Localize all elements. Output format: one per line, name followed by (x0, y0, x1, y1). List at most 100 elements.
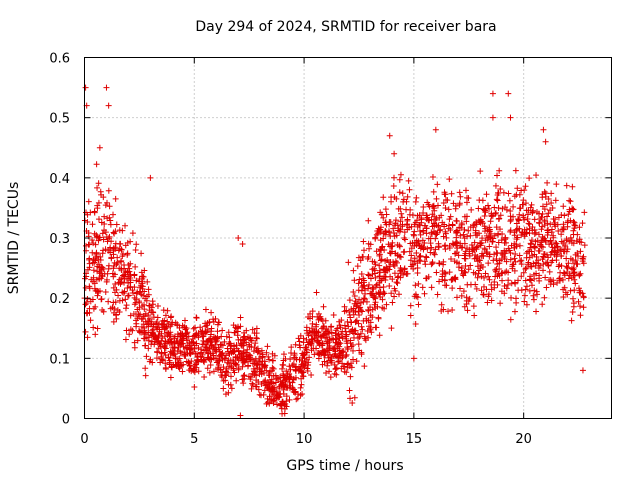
data-point (377, 267, 384, 274)
data-point (174, 348, 181, 355)
data-point (539, 244, 546, 251)
data-point (480, 291, 487, 298)
data-point (255, 379, 262, 386)
data-point (446, 176, 453, 183)
data-point (378, 256, 385, 263)
data-point (120, 272, 127, 279)
data-point (187, 362, 194, 369)
data-point (387, 263, 394, 270)
data-point (369, 290, 376, 297)
data-point (572, 280, 579, 287)
data-point (552, 197, 559, 204)
data-point (372, 299, 379, 306)
data-point (134, 289, 141, 296)
data-point (201, 374, 208, 381)
data-point (427, 235, 434, 242)
data-point (498, 288, 505, 295)
data-point (223, 333, 230, 340)
data-point (95, 180, 102, 187)
data-point (539, 256, 546, 263)
data-point (383, 211, 390, 218)
data-point (477, 168, 484, 175)
data-point (505, 277, 512, 284)
data-point (218, 333, 225, 340)
data-point (233, 342, 240, 349)
data-point (165, 355, 172, 362)
data-point (339, 328, 346, 335)
data-point (341, 322, 348, 329)
data-point (396, 242, 403, 249)
data-point (320, 331, 327, 338)
data-point (255, 386, 262, 393)
data-point (539, 223, 546, 230)
data-point (93, 161, 100, 168)
data-point (393, 279, 400, 286)
data-point (174, 340, 181, 347)
data-point (93, 276, 100, 283)
data-point (523, 265, 530, 272)
x-tick-label: 10 (296, 432, 313, 447)
data-point (457, 285, 464, 292)
data-point (347, 314, 354, 321)
data-point (293, 396, 300, 403)
data-point (215, 362, 222, 369)
data-point (359, 326, 366, 333)
data-point (399, 221, 406, 228)
data-point (329, 335, 336, 342)
data-point (452, 205, 459, 212)
data-point (416, 256, 423, 263)
data-point (124, 284, 131, 291)
data-point (142, 318, 149, 325)
data-point (94, 292, 101, 299)
data-point (214, 328, 221, 335)
data-point (382, 228, 389, 235)
data-point (385, 228, 392, 235)
data-point (202, 306, 209, 313)
data-point (486, 251, 493, 258)
data-point (463, 199, 470, 206)
data-point (193, 315, 200, 322)
data-point (451, 258, 458, 265)
data-point (541, 206, 548, 213)
data-point (397, 171, 404, 178)
data-point (468, 206, 475, 213)
data-point (473, 221, 480, 228)
data-point (235, 235, 242, 241)
data-point (411, 255, 418, 262)
data-point (141, 342, 148, 349)
data-point (566, 206, 573, 213)
data-point (249, 326, 256, 333)
data-point (271, 352, 278, 359)
data-point (298, 381, 305, 388)
data-point (419, 237, 426, 244)
data-point (391, 174, 398, 181)
data-point (512, 280, 519, 287)
data-point (576, 289, 583, 296)
data-point (375, 315, 382, 322)
data-point (532, 229, 539, 236)
data-point (459, 271, 466, 278)
data-point (233, 377, 240, 384)
data-point (141, 267, 148, 274)
data-point (373, 282, 380, 289)
data-point (478, 273, 485, 280)
data-point (349, 400, 356, 407)
data-point (277, 390, 284, 397)
data-point (539, 301, 546, 308)
data-point (141, 313, 148, 320)
data-point (393, 195, 400, 202)
data-point (268, 376, 275, 383)
data-point (305, 359, 312, 366)
data-point (255, 355, 262, 362)
data-point (541, 218, 548, 225)
data-point (524, 211, 531, 218)
data-point (386, 243, 393, 250)
data-point (107, 217, 114, 224)
data-point (474, 274, 481, 281)
data-point (388, 325, 395, 332)
data-point (381, 290, 388, 297)
data-point (565, 211, 572, 218)
data-point (200, 337, 207, 344)
data-point (403, 198, 410, 205)
data-point (350, 356, 357, 363)
